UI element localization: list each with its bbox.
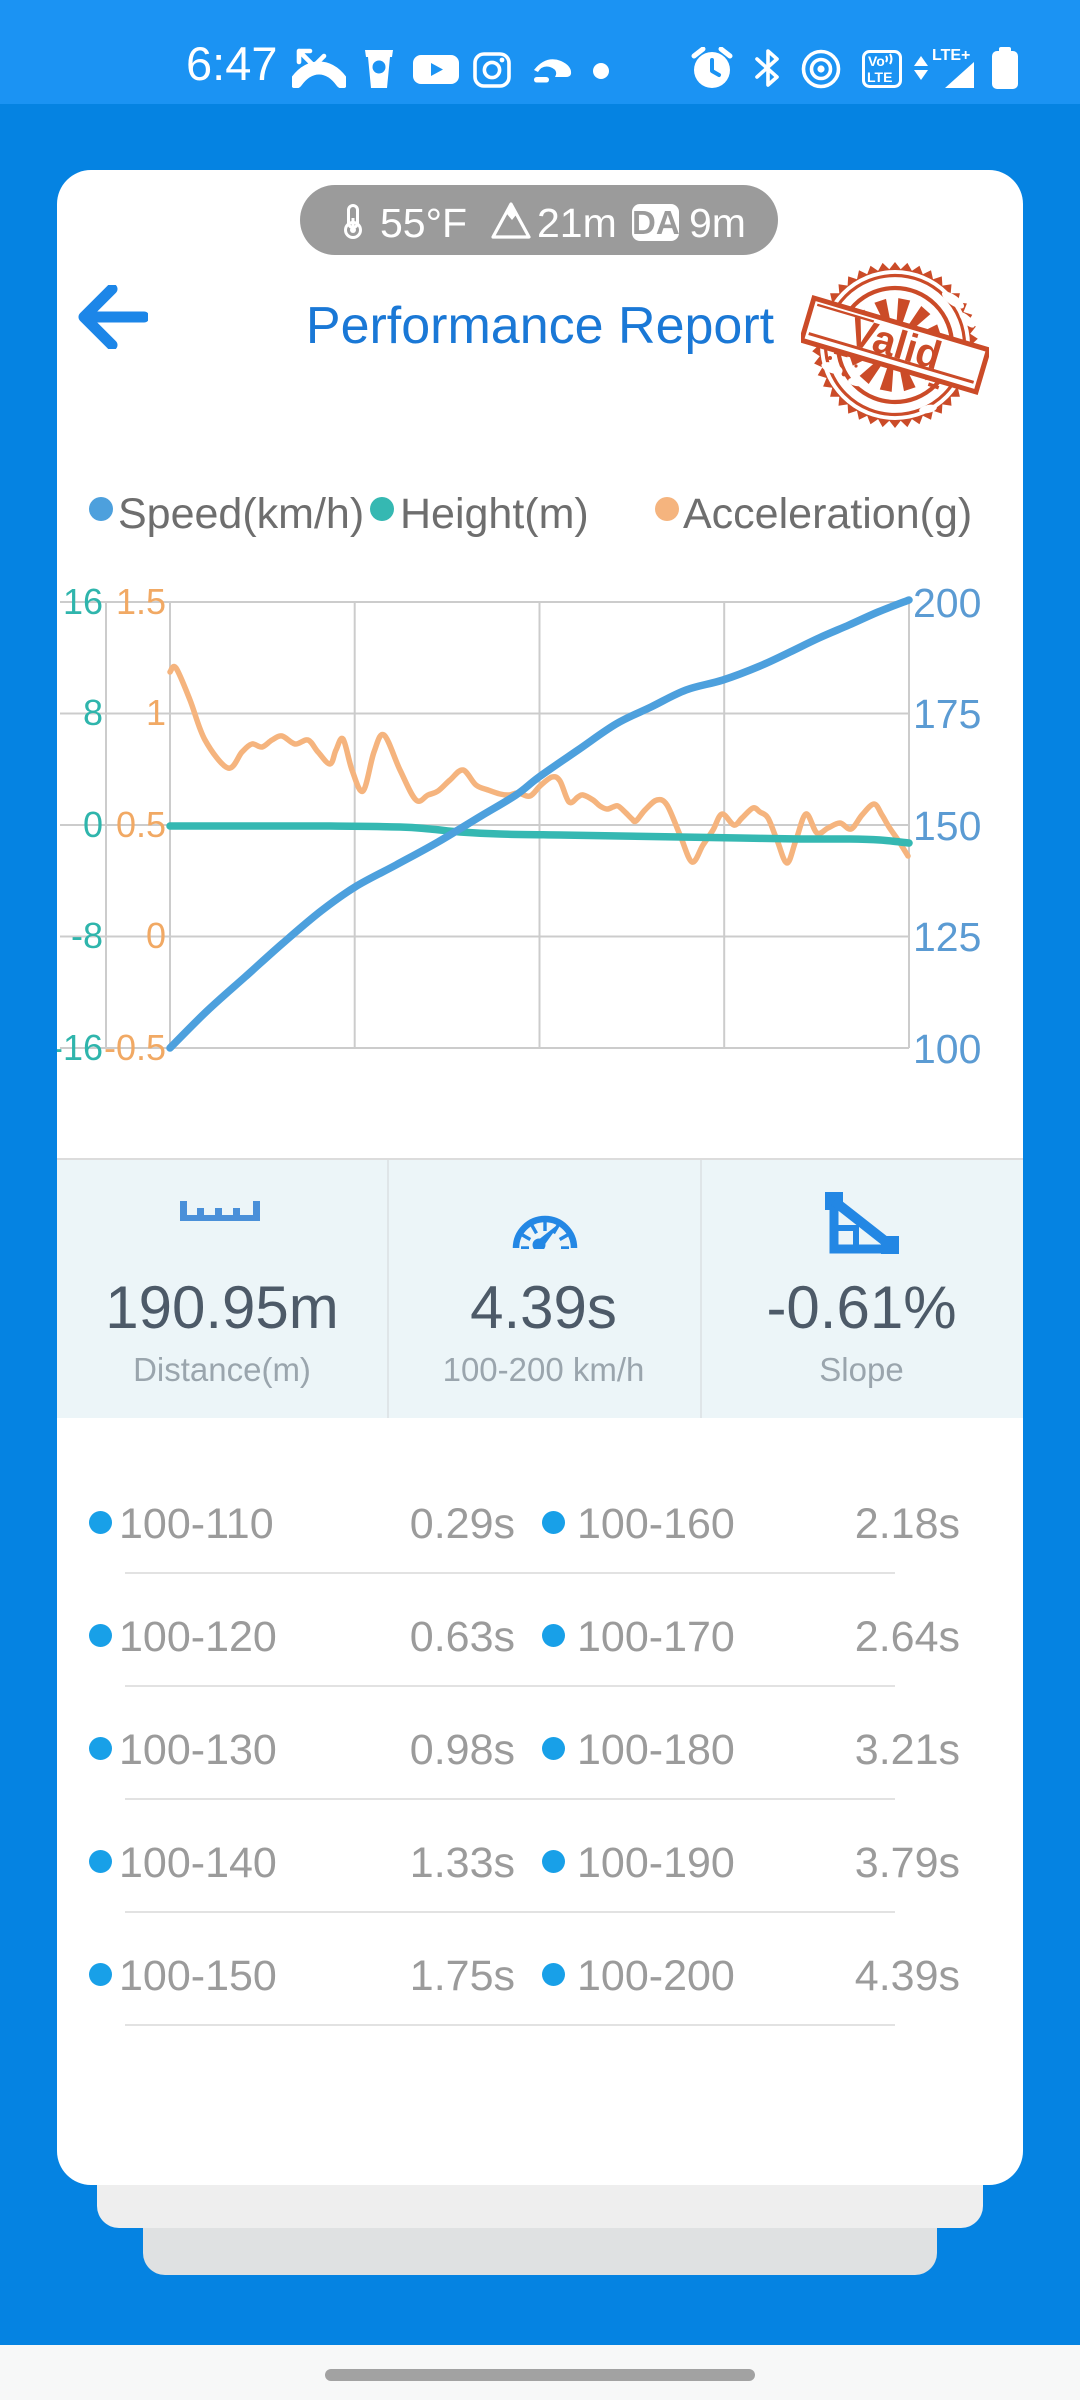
svg-text:16: 16: [63, 581, 103, 622]
svg-text:200: 200: [913, 580, 981, 626]
svg-text:-8: -8: [71, 915, 103, 956]
svg-text:150: 150: [913, 803, 981, 849]
svg-text:100: 100: [913, 1026, 981, 1072]
svg-text:0.5: 0.5: [116, 804, 166, 845]
svg-text:8: 8: [83, 692, 103, 733]
svg-text:175: 175: [913, 691, 981, 737]
svg-text:1.5: 1.5: [116, 581, 166, 622]
svg-text:1: 1: [146, 692, 166, 733]
svg-text:125: 125: [913, 914, 981, 960]
svg-text:0: 0: [146, 915, 166, 956]
svg-text:LTE+: LTE+: [932, 47, 970, 64]
svg-text:-0.5: -0.5: [104, 1027, 166, 1068]
svg-text:-16: -16: [57, 1027, 103, 1068]
svg-text:LTE: LTE: [867, 69, 892, 85]
svg-text:0: 0: [83, 804, 103, 845]
svg-text:Vo: Vo: [868, 53, 885, 69]
